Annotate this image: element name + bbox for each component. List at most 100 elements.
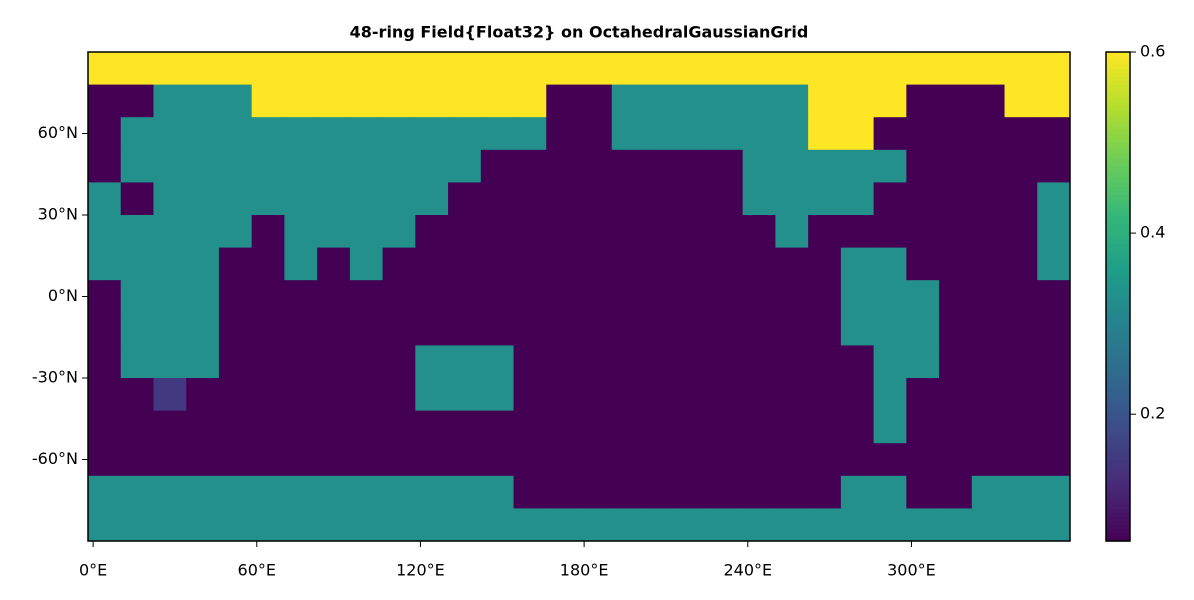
cell [120, 52, 154, 86]
cell [709, 312, 744, 346]
cell [448, 182, 482, 216]
cell [1037, 52, 1071, 86]
cell [480, 378, 515, 412]
cell [88, 508, 122, 542]
cell [415, 215, 449, 249]
colorbar-segment [1106, 382, 1130, 387]
colorbar-segment [1106, 439, 1130, 444]
cell [120, 312, 154, 346]
cell [120, 280, 154, 314]
y-tick-label: -60°N [32, 449, 78, 468]
cell [186, 182, 220, 216]
cell [448, 443, 482, 477]
cell [939, 312, 973, 346]
cell [448, 215, 482, 249]
cell [317, 475, 351, 509]
cell [677, 182, 711, 216]
colorbar-segment [1106, 84, 1130, 90]
cell [218, 182, 253, 216]
cell [317, 508, 351, 542]
cell [644, 410, 678, 444]
colorbar-segment [1106, 447, 1130, 452]
cell [415, 52, 449, 86]
cell [971, 378, 1006, 412]
cell [971, 508, 1006, 542]
cell [1037, 410, 1071, 444]
cell [284, 215, 318, 249]
cell [906, 84, 940, 118]
cell [775, 215, 809, 249]
cell [579, 410, 613, 444]
cell [775, 443, 809, 477]
colorbar-segment [1106, 60, 1130, 65]
cell [579, 84, 613, 118]
cell [546, 410, 580, 444]
cell [677, 508, 711, 542]
cell [218, 215, 253, 249]
cell [480, 312, 515, 346]
cell [415, 475, 449, 509]
cell [120, 215, 154, 249]
colorbar-segment [1106, 170, 1130, 175]
cell [1004, 182, 1038, 216]
cell [939, 280, 973, 314]
cell [186, 149, 220, 183]
cell [415, 117, 449, 151]
cell [709, 215, 744, 249]
cell [611, 84, 645, 118]
cell [611, 52, 645, 86]
colorbar-segment [1106, 532, 1130, 538]
colorbar-segment [1106, 325, 1130, 330]
cell [742, 443, 776, 477]
cell [611, 410, 645, 444]
cell [448, 117, 482, 151]
cell [88, 410, 122, 444]
cell [480, 410, 515, 444]
cell [971, 475, 1006, 509]
cell [644, 312, 678, 346]
cell [808, 52, 842, 86]
cell [579, 475, 613, 509]
colorbar-segment [1106, 300, 1130, 306]
cell [1004, 378, 1038, 412]
cell [513, 84, 547, 118]
cell [906, 475, 940, 509]
cell [513, 215, 547, 249]
cell [808, 117, 842, 151]
cell [88, 182, 122, 216]
cell [644, 247, 678, 281]
cell [1004, 149, 1038, 183]
colorbar-segment [1106, 316, 1130, 322]
colorbar-segment [1106, 251, 1130, 257]
cell [906, 508, 940, 542]
colorbar-segment [1106, 153, 1130, 159]
cell [284, 475, 318, 509]
cell [186, 215, 220, 249]
colorbar-segment [1106, 463, 1130, 469]
cell [579, 312, 613, 346]
cell [840, 345, 875, 379]
cell [873, 280, 907, 314]
cell [873, 312, 907, 346]
cell [448, 475, 482, 509]
colorbar-segment [1106, 329, 1130, 334]
cell [775, 508, 809, 542]
cell [218, 247, 253, 281]
cell [840, 475, 875, 509]
cell [873, 84, 907, 118]
cell [677, 84, 711, 118]
cell [546, 215, 580, 249]
cell [382, 508, 416, 542]
colorbar-segment [1106, 536, 1130, 542]
colorbar-segment [1106, 121, 1130, 126]
cell [546, 117, 580, 151]
cell [513, 410, 547, 444]
cell [88, 117, 122, 151]
colorbar-segment [1106, 398, 1130, 404]
colorbar-segment [1106, 88, 1130, 94]
cell [317, 215, 351, 249]
cell [153, 182, 187, 216]
cell [840, 84, 875, 118]
cell [513, 345, 547, 379]
cell [284, 117, 318, 151]
